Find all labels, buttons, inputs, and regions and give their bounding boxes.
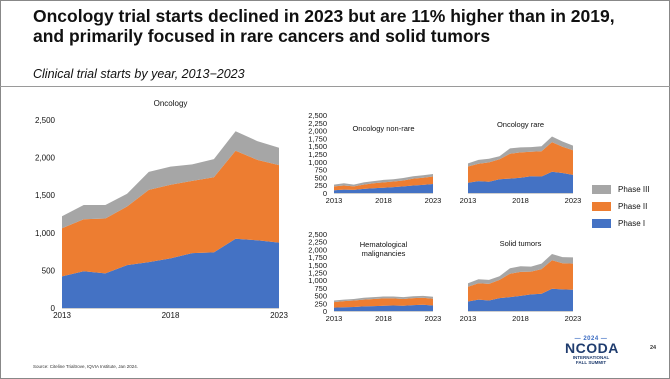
- non-rare-y-tick-label: 1,750: [308, 134, 327, 143]
- heme-y-tick-label: 1,250: [308, 269, 327, 278]
- logo-line-2: FALL SUMMIT: [575, 360, 607, 365]
- non-rare-y-tick-label: 2,500: [308, 111, 327, 120]
- heme-y-tick-label: 0: [323, 307, 327, 316]
- non-rare-y-tick-label: 1,500: [308, 142, 327, 151]
- legend-item-phase-ii: Phase II: [592, 198, 650, 215]
- heme-y-tick-label: 750: [314, 284, 327, 293]
- heme-chart-title: malignancies: [362, 249, 406, 258]
- oncology-area-phase-ii: [62, 150, 279, 277]
- non-rare-y-tick-label: 2,250: [308, 119, 327, 128]
- oncology-y-tick-label: 2,500: [35, 116, 56, 125]
- non-rare-x-tick-label: 2018: [375, 196, 392, 205]
- logo-name: NCODA: [565, 340, 619, 356]
- divider: [0, 86, 670, 87]
- legend-item-phase-i: Phase I: [592, 215, 650, 232]
- legend-label-phase-iii: Phase III: [618, 185, 650, 194]
- solid-x-tick-label: 2013: [460, 314, 477, 323]
- source-note: Source: Citeline Trialtrove, IQVIA Insti…: [33, 364, 139, 369]
- oncology-y-tick-label: 2,000: [35, 154, 56, 163]
- oncology-x-tick-label: 2013: [53, 311, 71, 320]
- heme-area-phase-ii: [334, 297, 433, 308]
- ncoda-logo: — 2024 — NCODA INTERNATIONAL FALL SUMMIT: [565, 336, 619, 365]
- logo-line-1: INTERNATIONAL: [572, 355, 610, 360]
- legend: Phase III Phase II Phase I: [592, 181, 650, 232]
- oncology-y-tick-label: 1,500: [35, 191, 56, 200]
- heme-x-tick-label: 2018: [375, 314, 392, 323]
- non-rare-y-tick-label: 750: [314, 166, 327, 175]
- heme-y-tick-label: 2,500: [308, 230, 327, 239]
- heme-y-tick-label: 2,250: [308, 238, 327, 247]
- oncology-y-tick-label: 1,000: [35, 229, 56, 238]
- oncology-chart-title: Oncology: [154, 99, 188, 108]
- non-rare-chart-title: Oncology non-rare: [352, 124, 414, 133]
- non-rare-x-tick-label: 2023: [425, 196, 442, 205]
- slide-title: Oncology trial starts declined in 2023 b…: [33, 6, 653, 46]
- rare-x-tick-label: 2013: [460, 196, 477, 205]
- heme-y-tick-label: 250: [314, 299, 327, 308]
- heme-y-tick-label: 2,000: [308, 245, 327, 254]
- rare-area-phase-ii: [468, 142, 573, 183]
- title-line-2: and primarily focused in rare cancers an…: [33, 26, 491, 46]
- heme-x-tick-label: 2023: [425, 314, 442, 323]
- solid-chart-title: Solid tumors: [500, 239, 542, 248]
- non-rare-y-tick-label: 500: [314, 173, 327, 182]
- heme-y-tick-label: 500: [314, 292, 327, 301]
- legend-swatch-phase-iii: [592, 185, 611, 194]
- logo-year: — 2024 —: [574, 336, 608, 342]
- title-line-1: Oncology trial starts declined in 2023 b…: [33, 6, 615, 26]
- oncology-x-tick-label: 2018: [162, 311, 180, 320]
- rare-area-phase-i: [468, 171, 573, 193]
- oncology-y-tick-label: 500: [42, 266, 56, 275]
- solid-area-phase-ii: [468, 260, 573, 302]
- solid-area-phase-i: [468, 288, 573, 311]
- non-rare-area-phase-iii: [334, 174, 433, 187]
- oncology-y-tick-label: 0: [51, 304, 56, 313]
- heme-x-tick-label: 2013: [326, 314, 343, 323]
- heme-chart-title: Hematological: [360, 240, 408, 249]
- rare-x-tick-label: 2023: [565, 196, 582, 205]
- non-rare-y-tick-label: 1,000: [308, 158, 327, 167]
- slide-subtitle: Clinical trial starts by year, 2013−2023: [33, 67, 245, 81]
- legend-label-phase-i: Phase I: [618, 219, 646, 228]
- oncology-x-tick-label: 2023: [270, 311, 288, 320]
- non-rare-y-tick-label: 0: [323, 189, 327, 198]
- oncology-area-phase-iii: [62, 131, 279, 229]
- oncology-area-phase-i: [62, 238, 279, 308]
- heme-area-phase-i: [334, 304, 433, 311]
- rare-area-phase-iii: [468, 136, 573, 167]
- non-rare-y-tick-label: 250: [314, 181, 327, 190]
- non-rare-area-phase-i: [334, 184, 433, 193]
- non-rare-y-tick-label: 2,000: [308, 127, 327, 136]
- non-rare-area-phase-ii: [334, 176, 433, 191]
- heme-y-tick-label: 1,500: [308, 261, 327, 270]
- legend-swatch-phase-ii: [592, 202, 611, 211]
- non-rare-y-tick-label: 1,250: [308, 150, 327, 159]
- solid-x-tick-label: 2023: [565, 314, 582, 323]
- solid-area-phase-iii: [468, 254, 573, 287]
- heme-y-tick-label: 1,000: [308, 276, 327, 285]
- rare-x-tick-label: 2018: [512, 196, 529, 205]
- solid-x-tick-label: 2018: [512, 314, 529, 323]
- heme-y-tick-label: 1,750: [308, 253, 327, 262]
- page-number: 24: [650, 345, 657, 351]
- legend-label-phase-ii: Phase II: [618, 202, 648, 211]
- legend-swatch-phase-i: [592, 219, 611, 228]
- rare-chart-title: Oncology rare: [497, 120, 544, 129]
- legend-item-phase-iii: Phase III: [592, 181, 650, 198]
- non-rare-x-tick-label: 2013: [326, 196, 343, 205]
- heme-area-phase-iii: [334, 295, 433, 303]
